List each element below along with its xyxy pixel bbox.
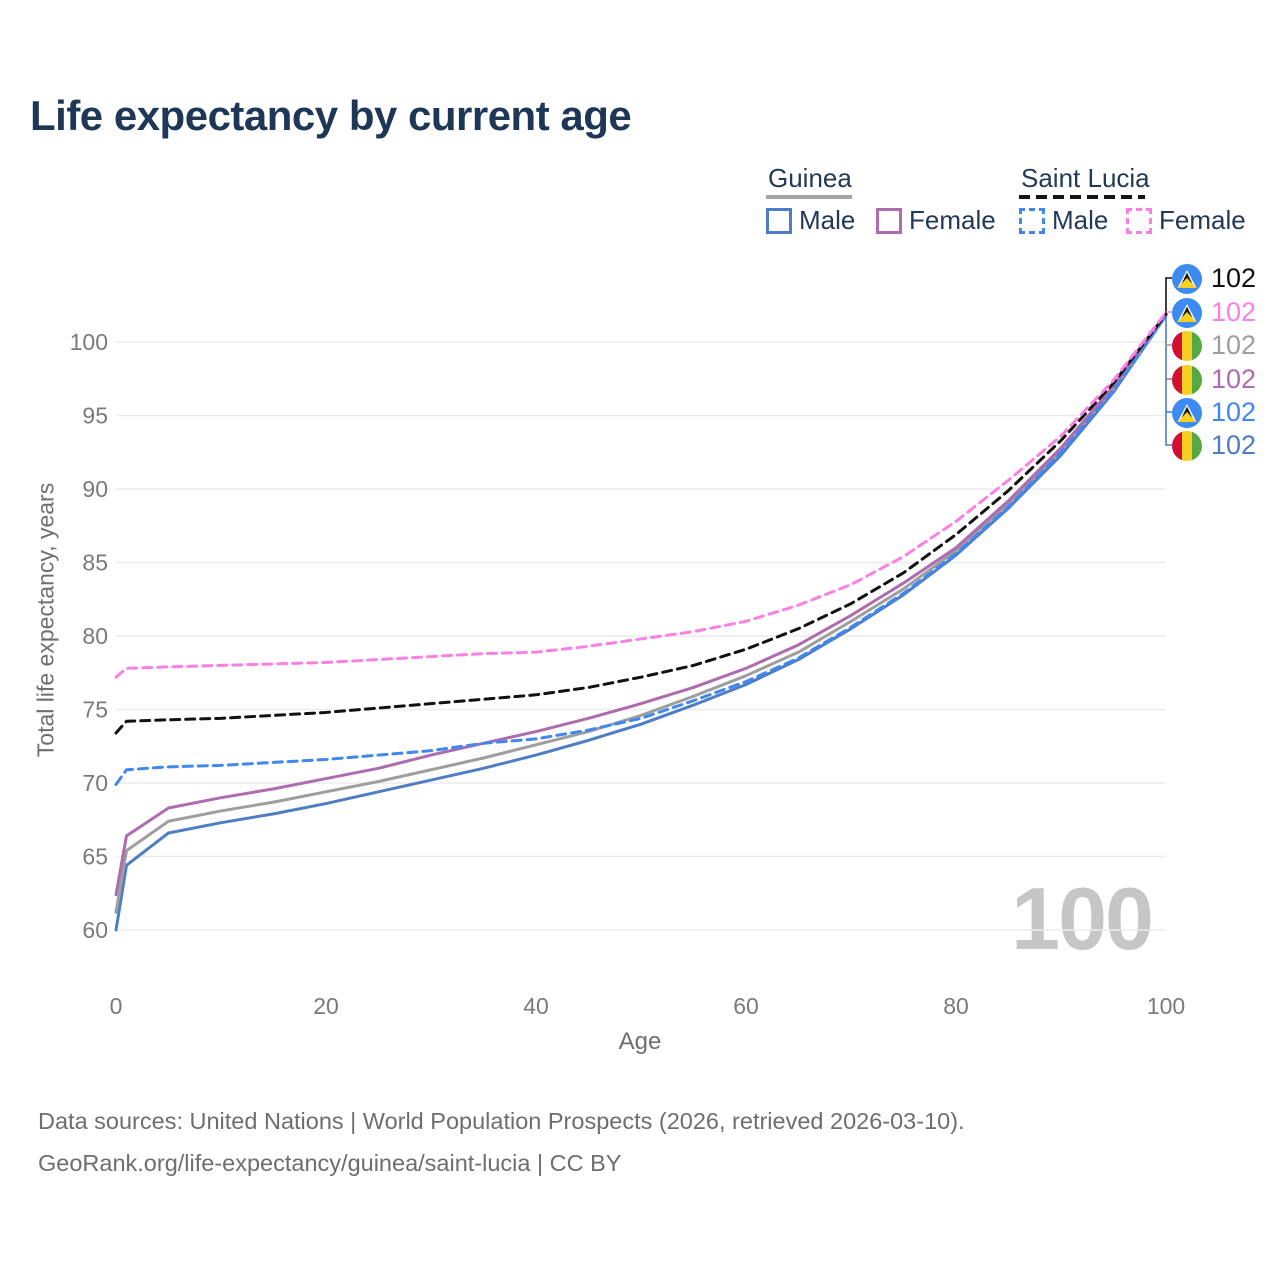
- legend-item-saint-lucia-female[interactable]: Female: [1126, 205, 1246, 236]
- legend-group-saint-lucia[interactable]: Saint Lucia: [1021, 163, 1150, 193]
- svg-text:60: 60: [733, 993, 759, 1019]
- end-label-value: 102: [1211, 364, 1257, 394]
- legend-label: Female: [1159, 205, 1246, 235]
- guinea-flag-icon: [1172, 430, 1202, 461]
- legend-label: Male: [799, 205, 856, 235]
- age-watermark: 100: [1011, 869, 1154, 968]
- svg-text:80: 80: [943, 993, 969, 1019]
- svg-text:60: 60: [82, 917, 108, 943]
- page-title: Life expectancy by current age: [30, 92, 632, 139]
- guinea-male-swatch-icon: [766, 207, 792, 234]
- end-label-value: 102: [1211, 297, 1257, 327]
- saint-lucia-male-swatch-icon: [1019, 207, 1045, 234]
- saint-lucia-flag-icon: [1172, 397, 1202, 428]
- saint-lucia-flag-icon: [1172, 263, 1202, 294]
- legend-item-saint-lucia-male[interactable]: Male: [1019, 205, 1108, 236]
- end-label-value: 102: [1211, 263, 1257, 293]
- saint-lucia-flag-icon: [1172, 297, 1202, 328]
- legend-guinea-underline: [766, 195, 852, 199]
- series-end-label-guinea-male: 102: [1172, 430, 1256, 461]
- legend-item-guinea-female[interactable]: Female: [876, 205, 996, 236]
- legend-label: Female: [909, 205, 996, 235]
- svg-text:100: 100: [1147, 993, 1185, 1019]
- series-end-label-saint-lucia: 102: [1172, 263, 1256, 294]
- series-end-label-saint-lucia-female: 102: [1172, 297, 1256, 328]
- saint-lucia-female-swatch-icon: [1126, 207, 1152, 234]
- end-label-value: 102: [1211, 397, 1257, 427]
- svg-text:95: 95: [82, 403, 108, 429]
- svg-text:80: 80: [82, 623, 108, 649]
- legend-item-guinea-male[interactable]: Male: [766, 205, 855, 236]
- legend-group-guinea[interactable]: Guinea: [768, 163, 852, 193]
- data-sources-note: Data sources: United Nations | World Pop…: [38, 1108, 965, 1134]
- svg-text:85: 85: [82, 550, 108, 576]
- guinea-female-swatch-icon: [876, 207, 902, 234]
- svg-text:20: 20: [313, 993, 339, 1019]
- svg-text:90: 90: [82, 476, 108, 502]
- svg-text:100: 100: [70, 329, 108, 355]
- svg-text:40: 40: [523, 993, 549, 1019]
- series-end-label-guinea-female: 102: [1172, 364, 1256, 395]
- svg-text:0: 0: [110, 993, 123, 1019]
- attribution-note: GeoRank.org/life-expectancy/guinea/saint…: [38, 1150, 622, 1176]
- series-end-label-guinea: 102: [1172, 330, 1256, 361]
- end-label-value: 102: [1211, 330, 1257, 360]
- end-label-value: 102: [1211, 430, 1257, 460]
- series-end-label-saint-lucia-male: 102: [1172, 397, 1256, 428]
- legend-label: Male: [1052, 205, 1109, 235]
- svg-text:75: 75: [82, 697, 108, 723]
- x-axis-title: Age: [618, 1028, 662, 1055]
- guinea-flag-icon: [1172, 330, 1202, 361]
- svg-text:70: 70: [82, 770, 108, 796]
- y-axis-title: Total life expectancy, years: [32, 482, 59, 758]
- guinea-flag-icon: [1172, 364, 1202, 395]
- legend-saint-lucia-underline: [1019, 195, 1145, 199]
- svg-text:65: 65: [82, 844, 108, 870]
